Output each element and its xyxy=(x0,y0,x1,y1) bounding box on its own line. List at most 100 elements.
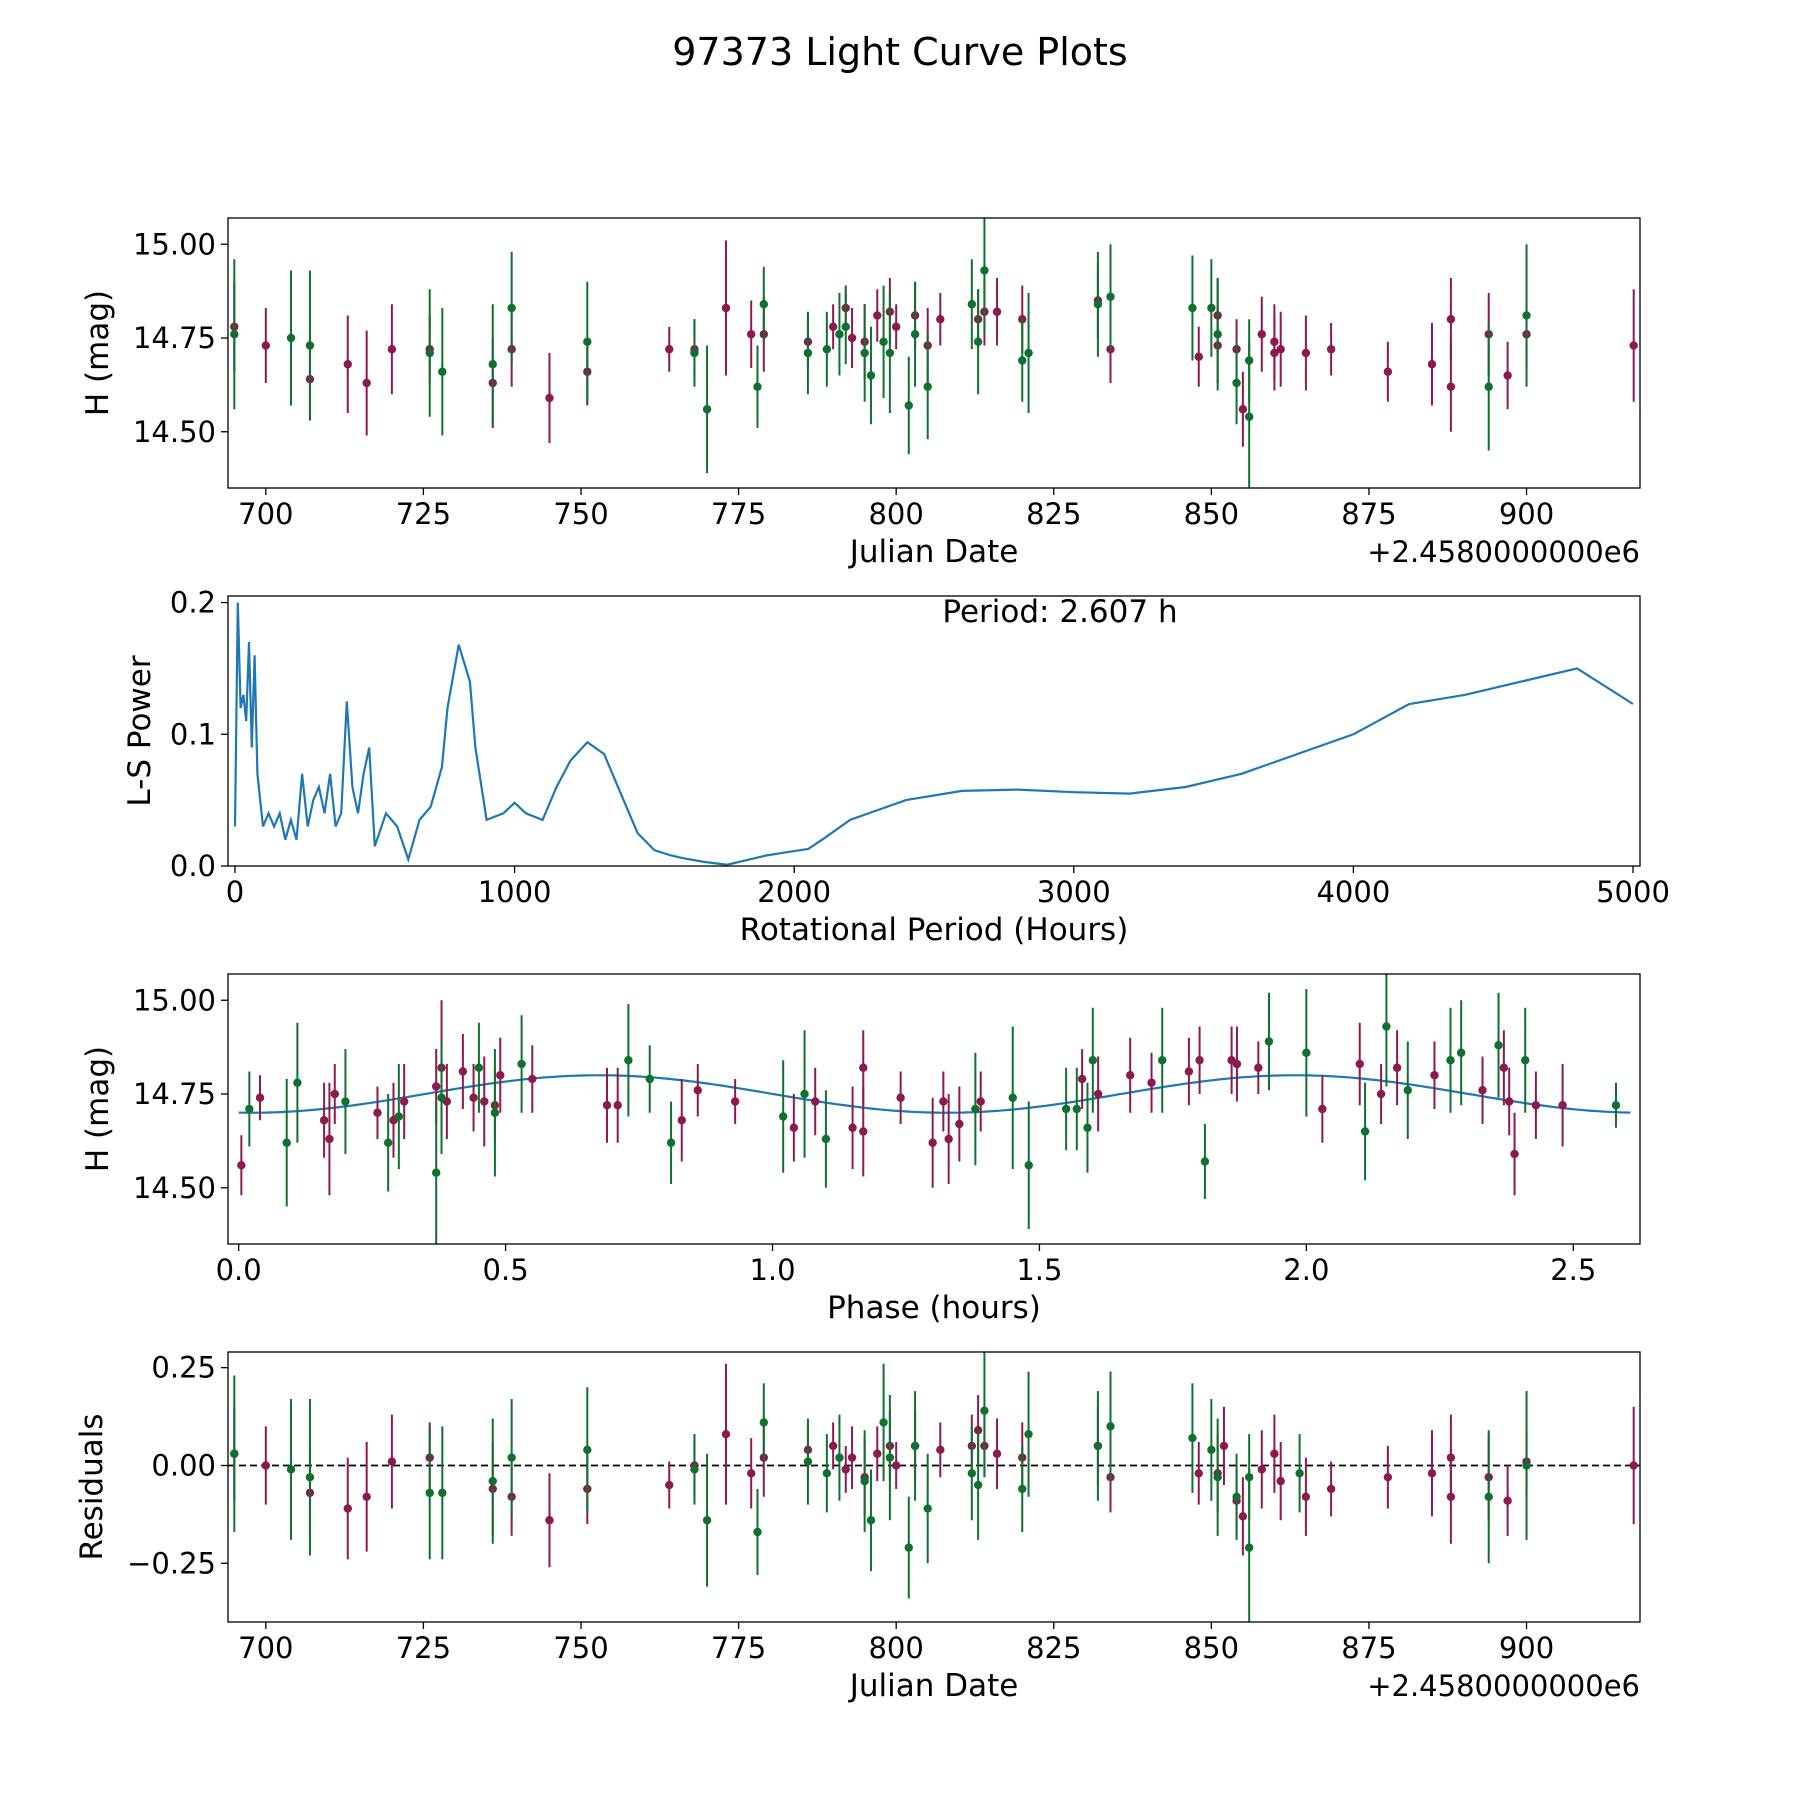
y-axis-label: Residuals xyxy=(74,1413,110,1560)
data-point xyxy=(1194,352,1203,361)
data-point xyxy=(778,1112,788,1121)
x-tick-label: 900 xyxy=(1499,1631,1554,1665)
data-point xyxy=(1125,1071,1135,1080)
data-point xyxy=(230,1449,239,1458)
data-point xyxy=(822,345,832,354)
data-point xyxy=(1024,348,1033,358)
data-point xyxy=(583,1445,592,1455)
data-point xyxy=(1024,1161,1033,1170)
data-point xyxy=(841,322,850,331)
data-point xyxy=(885,1453,895,1462)
data-point xyxy=(474,1063,484,1072)
data-point xyxy=(800,1089,809,1099)
data-point xyxy=(1503,371,1512,380)
phased-series-band-2 xyxy=(245,974,1621,1244)
x-axis-label: Phase (hours) xyxy=(827,1290,1041,1326)
data-point xyxy=(1257,1465,1266,1474)
data-point xyxy=(859,1063,868,1072)
data-point xyxy=(1403,1086,1412,1095)
x-tick-label: 2000 xyxy=(757,875,831,909)
data-point xyxy=(702,1516,712,1525)
data-point xyxy=(431,1168,441,1177)
data-point xyxy=(866,1516,876,1525)
y-tick-label: 14.75 xyxy=(133,1077,216,1111)
data-point xyxy=(879,337,888,346)
data-point xyxy=(490,1108,500,1117)
x-offset-label: +2.4580000000e6 xyxy=(1367,535,1640,569)
data-point xyxy=(1531,1101,1541,1110)
periodogram-plot-area xyxy=(233,602,1634,866)
x-axis-label: Rotational Period (Hours) xyxy=(740,912,1129,948)
data-point xyxy=(613,1101,622,1110)
x-tick-label: 850 xyxy=(1184,497,1239,531)
data-point xyxy=(1083,1123,1092,1132)
y-tick-label: 0.00 xyxy=(151,1448,216,1482)
data-point xyxy=(1427,360,1437,369)
data-point xyxy=(992,307,1002,316)
data-point xyxy=(469,1093,478,1102)
data-point xyxy=(437,1093,446,1102)
x-tick-label: 875 xyxy=(1341,1631,1396,1665)
data-point xyxy=(341,1097,350,1106)
data-point xyxy=(1018,356,1027,365)
data-point xyxy=(1244,1473,1254,1482)
data-point xyxy=(387,345,397,354)
data-point xyxy=(645,1074,654,1084)
periodogram-axes-frame xyxy=(227,595,1641,867)
data-point xyxy=(971,1104,980,1114)
data-point xyxy=(1522,1461,1531,1470)
residuals-plot-area xyxy=(228,1352,1640,1622)
y-tick-label: 15.00 xyxy=(133,983,216,1017)
data-point xyxy=(545,1516,554,1525)
data-point xyxy=(1195,1056,1204,1065)
data-point xyxy=(1629,341,1638,350)
data-point xyxy=(1106,292,1115,301)
data-point xyxy=(325,1134,334,1144)
data-point xyxy=(1257,330,1266,339)
x-tick-label: 750 xyxy=(553,1631,608,1665)
data-point xyxy=(923,382,932,391)
data-point xyxy=(944,1134,953,1144)
data-point xyxy=(1456,1048,1466,1057)
y-tick-label: 15.00 xyxy=(133,227,216,261)
data-point xyxy=(828,322,838,331)
data-point xyxy=(305,1473,315,1482)
y-tick-label: 0.2 xyxy=(170,586,216,620)
data-point xyxy=(910,1441,920,1451)
data-point xyxy=(1184,1067,1194,1076)
data-point xyxy=(1522,311,1531,320)
data-point xyxy=(1505,1097,1514,1106)
data-point xyxy=(399,1097,409,1106)
data-point xyxy=(885,348,895,358)
data-point xyxy=(1254,1063,1263,1072)
y-axis-label: H (mag) xyxy=(80,290,116,416)
data-point xyxy=(255,1093,265,1102)
data-point xyxy=(507,1453,516,1462)
data-point xyxy=(602,1101,612,1110)
data-point xyxy=(394,1112,404,1121)
x-tick-label: 800 xyxy=(868,497,923,531)
data-point xyxy=(690,1465,699,1474)
lightcurve-series-band-2 xyxy=(230,218,1531,488)
data-point xyxy=(362,1492,371,1501)
data-point xyxy=(1326,1484,1336,1494)
data-point xyxy=(973,337,983,346)
data-point xyxy=(746,1469,756,1478)
x-tick-label: 5000 xyxy=(1596,875,1670,909)
y-tick-label: 14.50 xyxy=(133,1171,216,1205)
x-tick-label: 0.0 xyxy=(216,1253,262,1287)
data-point xyxy=(1200,1157,1210,1166)
panels: 700 725 750 775 800 825 850 875 900 14.50 14.75 15.… xyxy=(74,217,1670,1704)
data-point xyxy=(343,360,352,369)
data-point xyxy=(702,405,712,414)
data-point xyxy=(811,1097,820,1106)
x-tick-label: 850 xyxy=(1184,1631,1239,1665)
data-point xyxy=(891,1461,901,1470)
data-point xyxy=(458,1067,468,1076)
data-point xyxy=(1232,1059,1242,1069)
data-point xyxy=(822,1469,832,1478)
x-axis-label: Julian Date xyxy=(848,1668,1019,1704)
x-tick-label: 0 xyxy=(226,875,244,909)
data-point xyxy=(343,1504,352,1513)
